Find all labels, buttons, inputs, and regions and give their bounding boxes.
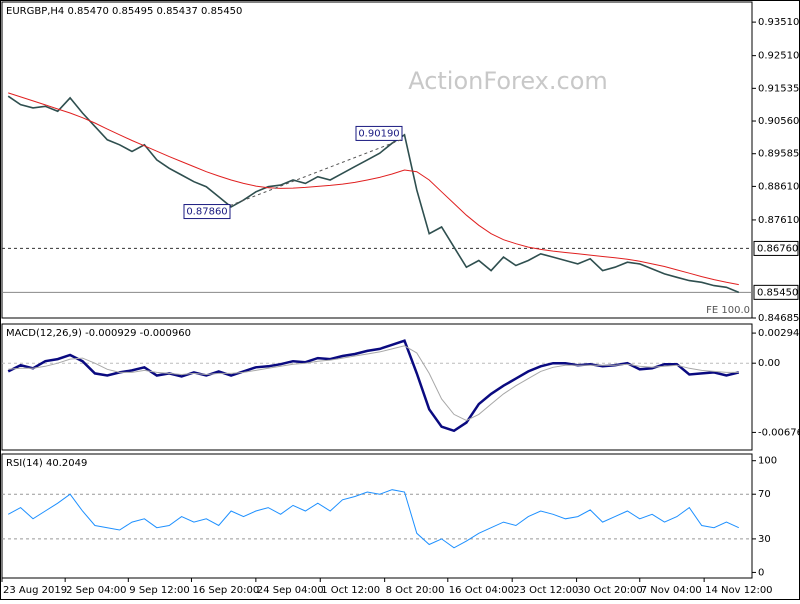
y-tick-label: 0.84685 [758, 313, 799, 324]
series-line [7, 489, 740, 549]
x-tick-label: 14 Nov 12:00 [705, 585, 772, 596]
y-tick-label: 0.91535 [758, 83, 799, 94]
x-tick-label: 7 Nov 04:00 [641, 585, 702, 596]
series-line [7, 95, 740, 294]
y-tick-label: 30 [758, 534, 771, 545]
y-tick-label: 0.002942 [758, 328, 800, 339]
x-tick-label: 9 Sep 12:00 [129, 585, 189, 596]
panel-frame [1, 1, 753, 319]
y-tick-label: 0.88610 [758, 181, 799, 192]
y-tick-label: 0.92510 [758, 51, 799, 62]
y-tick-label: 0.00 [758, 358, 780, 369]
panel-frame [1, 453, 753, 579]
annotation-box [355, 125, 403, 141]
trend-line [229, 138, 403, 207]
level-label-box [753, 284, 799, 300]
fe-label: FE 100.0 [706, 305, 750, 316]
level-label-box [753, 240, 799, 256]
x-tick-label: 2 Sep 04:00 [66, 585, 126, 596]
x-tick-label: 24 Sep 04:00 [257, 585, 324, 596]
panel-frame [1, 323, 753, 451]
y-tick-label: 0 [758, 567, 764, 578]
annotation-label: 0.90190 [358, 128, 399, 139]
y-tick-label: 0.93510 [758, 17, 799, 28]
y-tick-label: 100 [758, 456, 777, 467]
panel-title: EURGBP,H4 0.85470 0.85495 0.85437 0.8545… [6, 6, 242, 17]
y-tick-label: 0.89585 [758, 149, 799, 160]
annotation-label: 0.87860 [186, 207, 227, 218]
x-tick-label: 23 Aug 2019 [3, 585, 67, 596]
y-tick-label: 70 [758, 489, 771, 500]
panel-title: MACD(12,26,9) -0.000929 -0.000960 [6, 328, 191, 339]
series-line [8, 92, 739, 286]
y-tick-label: 0.87610 [758, 215, 799, 226]
x-tick-label: 16 Oct 04:00 [449, 585, 514, 596]
y-tick-label: 0.90560 [758, 116, 799, 127]
level-label: 0.85450 [757, 287, 798, 298]
y-tick-label: -0.006761 [758, 427, 800, 438]
x-tick-label: 8 Oct 20:00 [386, 585, 445, 596]
level-label: 0.86760 [757, 243, 798, 254]
annotation-box [183, 204, 231, 220]
x-tick-label: 1 Oct 12:00 [321, 585, 380, 596]
watermark: ActionForex.com [408, 67, 608, 95]
series-line [8, 345, 739, 422]
panel-title: RSI(14) 40.2049 [6, 458, 87, 469]
x-tick-label: 16 Sep 20:00 [192, 585, 259, 596]
x-tick-label: 23 Oct 12:00 [513, 585, 578, 596]
x-tick-label: 30 Oct 20:00 [578, 585, 643, 596]
